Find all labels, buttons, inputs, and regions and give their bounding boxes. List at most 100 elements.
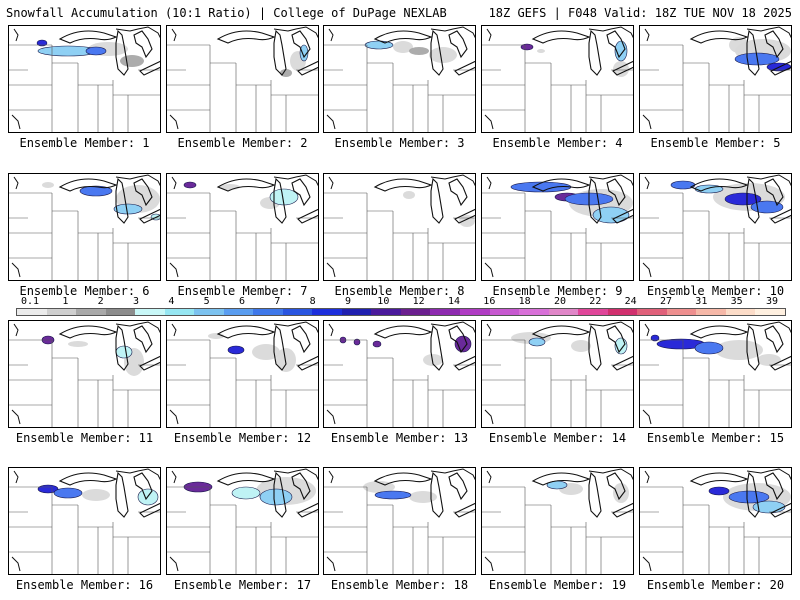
great-lake-outline [764,472,784,501]
map-canvas [481,173,634,281]
ensemble-member-map [166,173,319,281]
great-lake-outline [58,472,118,486]
coastline [484,323,494,425]
great-lake-outline [216,472,276,486]
coastline [588,174,634,188]
snowfall-core [364,40,394,50]
scale-color-cell [194,309,224,315]
snowfall-core [708,486,730,496]
ensemble-member-label: Ensemble Member: 6 [19,284,150,298]
ensemble-member-map [481,320,634,428]
snowfall-area [276,348,296,372]
great-lake-outline [373,325,433,339]
map-frame [323,173,476,281]
map-frame [639,25,792,133]
scale-tick-label: 20 [553,296,567,307]
great-lake-outline [689,472,749,486]
map-canvas [166,173,319,281]
ensemble-member-label: Ensemble Member: 10 [646,284,785,298]
coastline [746,321,792,335]
map-background [323,320,476,428]
snowfall-area [409,47,429,55]
scale-tick-label: 27 [659,296,673,307]
scale-tick-label: 5 [203,296,210,307]
snowfall-area [729,37,749,53]
map-frame [639,320,792,428]
great-lake-outline [291,325,311,354]
snowfall-area [403,191,415,199]
map-frame [481,173,634,281]
coastline [115,26,161,40]
ensemble-member-label: Ensemble Member: 13 [330,431,469,445]
map-canvas [639,467,792,575]
great-lake-outline [216,30,276,44]
snowfall-area [613,61,629,77]
ensemble-member-map [323,467,476,575]
map-canvas [639,173,792,281]
map-canvas [323,173,476,281]
ensemble-member-label: Ensemble Member: 19 [488,578,627,592]
great-lake-outline [273,29,287,76]
great-lake-outline [612,60,634,76]
coastline [169,323,179,425]
scale-color-cell [459,309,490,315]
ensemble-member-label: Ensemble Member: 15 [646,431,785,445]
scale-color-cell [696,309,726,315]
map-frame [323,320,476,428]
snowfall-core [728,490,770,504]
ensemble-member-label: Ensemble Member: 8 [334,284,465,298]
ensemble-member-map [8,320,161,428]
great-lake-outline [770,355,792,371]
coastline [115,321,161,335]
coastline [430,26,476,40]
coastline [588,26,634,40]
map-background [323,467,476,575]
snowfall-area [252,344,280,360]
map-canvas [481,25,634,133]
scale-color-cell [135,309,165,315]
great-lake-outline [430,177,444,224]
great-lake-outline [770,60,792,76]
snowfall-area [120,55,144,67]
great-lake-outline [291,178,311,207]
map-frame [166,467,319,575]
scale-tick-label: 0.1 [20,296,40,307]
map-frame [639,173,792,281]
scale-tick-label: 16 [483,296,496,307]
snowfall-area [757,354,781,366]
coastline [11,470,21,572]
ensemble-member-map [639,25,792,133]
ensemble-member-map [323,320,476,428]
map-background [166,173,319,281]
coastline [169,176,179,278]
ensemble-member-map [8,25,161,133]
map-background [639,320,792,428]
great-lake-outline [448,178,468,207]
scale-tick-label: 14 [447,296,461,307]
coastline [273,468,319,482]
snowfall-core [36,39,48,47]
coastline [484,28,494,130]
ensemble-member-map [481,25,634,133]
great-lake-outline [764,325,784,354]
great-lake-outline [612,208,634,224]
scale-tick-label: 24 [624,296,637,307]
coastline [11,323,21,425]
scale-tick-label: 39 [765,296,779,307]
great-lake-outline [373,472,433,486]
scale-color-cell [400,309,431,315]
great-lake-outline [139,355,161,371]
coastline [746,174,792,188]
map-canvas [481,467,634,575]
great-lake-outline [746,324,760,371]
ensemble-member-label: Ensemble Member: 3 [334,136,465,150]
ensemble-member-map [481,467,634,575]
great-lake-outline [689,178,749,192]
snowfall-core [724,192,762,206]
snowfall-core [115,345,133,359]
map-background [481,25,634,133]
scale-labels: 0.1 1 2 3 4 5 6 7 8 9 10 12 14 16 18 20 22 24 27 31 35 39 [16,296,786,308]
scale-color-cell [341,309,372,315]
ensemble-member-label: Ensemble Member: 4 [492,136,623,150]
coastline [746,468,792,482]
